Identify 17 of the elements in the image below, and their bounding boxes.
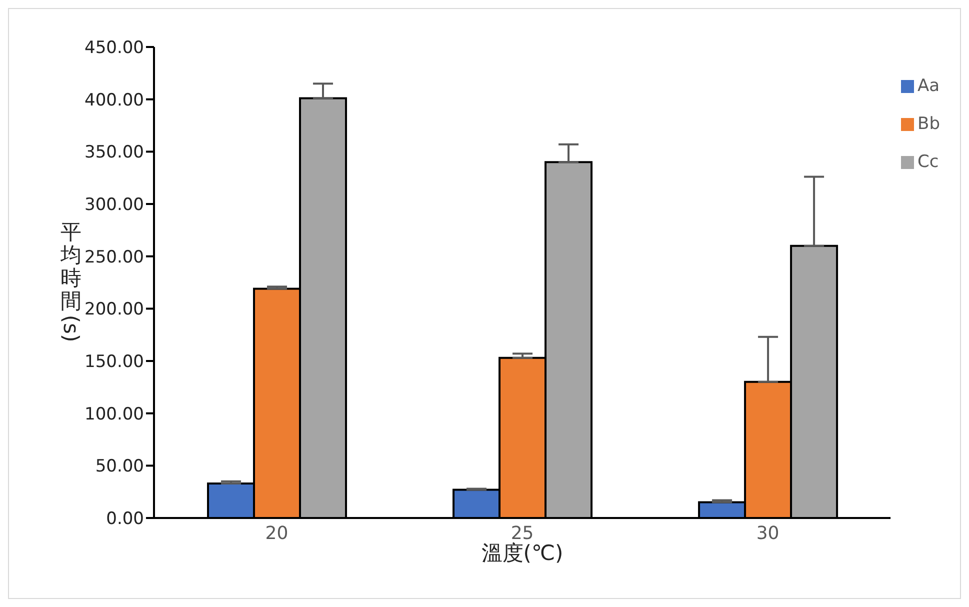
y-tick-label: 250.00 — [84, 247, 144, 268]
y-tick-label: 350.00 — [84, 142, 144, 163]
y-tick-label: 200.00 — [84, 300, 144, 320]
x-axis-title: 溫度(℃) — [481, 541, 564, 565]
legend-label: Bb — [918, 114, 940, 134]
y-axis-title: 平均時間(s) — [59, 220, 83, 342]
legend-label: Aa — [918, 76, 940, 96]
x-tick-label: 20 — [265, 522, 288, 544]
y-tick-label: 400.00 — [84, 90, 144, 110]
y-tick-label: 300.00 — [84, 195, 144, 216]
y-tick-label: 450.00 — [84, 38, 144, 58]
legend-label: Cc — [918, 152, 939, 172]
y-tick-label: 0.00 — [106, 509, 144, 530]
y-tick-label: 150.00 — [84, 352, 144, 372]
y-tick-label: 100.00 — [84, 404, 144, 424]
x-tick-label: 30 — [756, 522, 780, 544]
y-tick-label: 50.00 — [95, 456, 144, 477]
